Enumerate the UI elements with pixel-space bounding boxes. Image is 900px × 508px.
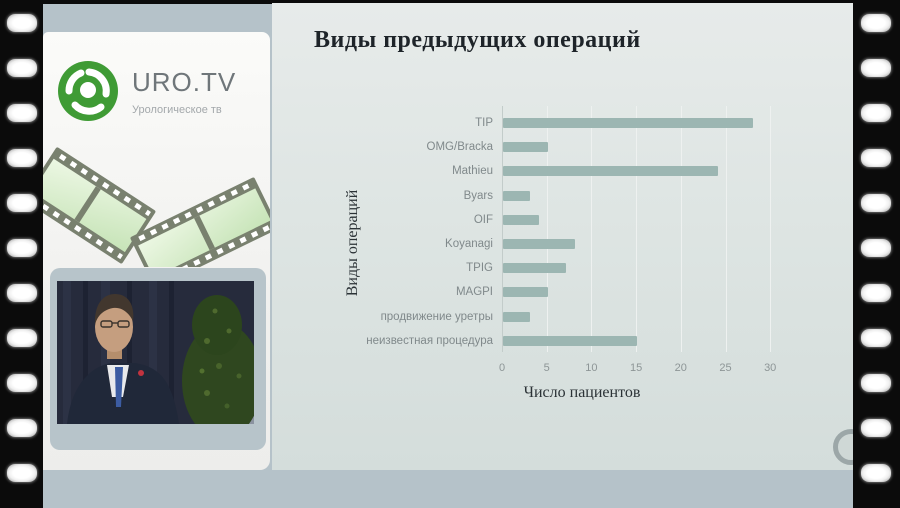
bar — [503, 214, 539, 225]
bar — [503, 239, 575, 249]
x-tick-label: 15 — [629, 362, 643, 374]
sprocket-hole — [861, 149, 891, 167]
sprocket-hole — [7, 374, 37, 392]
category-label: TIP — [475, 117, 493, 129]
sprocket-hole — [7, 329, 37, 347]
category-label: неизвестная процедура — [366, 334, 493, 347]
speaker — [67, 294, 179, 424]
gridline — [680, 106, 682, 352]
brand-tagline: Урологическое тв — [132, 103, 222, 116]
sprocket-hole — [861, 14, 891, 32]
speaker-scene — [57, 281, 254, 424]
urotv-logo-icon — [58, 61, 118, 121]
category-label: OMG/Bracka — [426, 141, 493, 154]
presentation-slide: Виды предыдущих операций 0 5 10 15 20 25 30 TIP… — [272, 3, 855, 470]
category-label: Byars — [463, 189, 493, 202]
sprocket-hole — [7, 284, 37, 302]
bar — [503, 311, 530, 322]
bar — [503, 263, 566, 274]
category-label: продвижение уретры — [380, 310, 493, 323]
urotv-logo-text: URO.TV Урологическое тв — [132, 67, 236, 116]
gridline — [546, 106, 548, 352]
category-label: Koyanagi — [445, 238, 493, 250]
bar — [503, 166, 718, 177]
sprocket-hole — [861, 419, 891, 437]
sprocket-hole — [7, 14, 37, 32]
bar — [503, 335, 638, 346]
x-tick-label: 20 — [674, 362, 687, 374]
sprocket-hole — [7, 194, 37, 212]
category-label: Mathieu — [452, 165, 493, 178]
x-tick-label: 25 — [719, 362, 732, 374]
speaker-video — [57, 281, 254, 424]
slide-title: Виды предыдущих операций — [314, 27, 641, 53]
watermark-ring — [833, 429, 855, 465]
gridline — [725, 106, 727, 352]
sprocket-hole — [7, 104, 37, 122]
y-axis-line — [502, 106, 503, 352]
video-panel — [50, 268, 266, 450]
plant — [182, 295, 254, 424]
bar — [503, 190, 530, 201]
film-edge-top — [0, 0, 900, 4]
sprocket-hole — [7, 239, 37, 257]
bar — [503, 142, 548, 153]
sprocket-hole — [861, 239, 891, 257]
film-strip-right — [853, 0, 900, 508]
x-tick-label: 5 — [543, 362, 550, 374]
x-tick-label: 30 — [764, 362, 777, 374]
category-label: OIF — [473, 213, 493, 226]
bar — [503, 287, 548, 298]
bar-chart: 0 5 10 15 20 25 30 TIP OMG/Bracka Mathieu Byars OIF… — [366, 106, 794, 374]
sprocket-hole — [7, 149, 37, 167]
film-strip-left — [0, 0, 43, 508]
chart-y-axis-title: Виды операций — [344, 189, 361, 297]
category-label: MAGPI — [455, 286, 493, 299]
gridline — [591, 106, 593, 352]
sprocket-hole — [861, 329, 891, 347]
sprocket-hole — [861, 374, 891, 392]
sprocket-hole — [7, 464, 37, 482]
x-tick-label: 10 — [585, 362, 598, 374]
x-tick-label: 0 — [498, 362, 506, 374]
sprocket-hole — [7, 59, 37, 77]
sprocket-hole — [861, 59, 891, 77]
sprocket-hole — [861, 284, 891, 302]
sprocket-hole — [861, 464, 891, 482]
lapel-pin — [138, 370, 144, 376]
brand-name: URO.TV — [132, 66, 237, 97]
sprocket-hole — [861, 194, 891, 212]
filmstrip-art-icon — [43, 147, 270, 267]
gridline — [636, 106, 638, 352]
urotv-logo: URO.TV Урологическое тв — [56, 56, 261, 126]
gridline — [770, 106, 772, 352]
sprocket-hole — [861, 104, 891, 122]
bar — [503, 118, 754, 128]
chart-x-axis-title: Число пациентов — [523, 384, 641, 401]
monitor-graphic: URO.TV Урологическое тв — [43, 32, 270, 470]
category-label: TPIG — [466, 262, 493, 275]
sprocket-hole — [7, 419, 37, 437]
